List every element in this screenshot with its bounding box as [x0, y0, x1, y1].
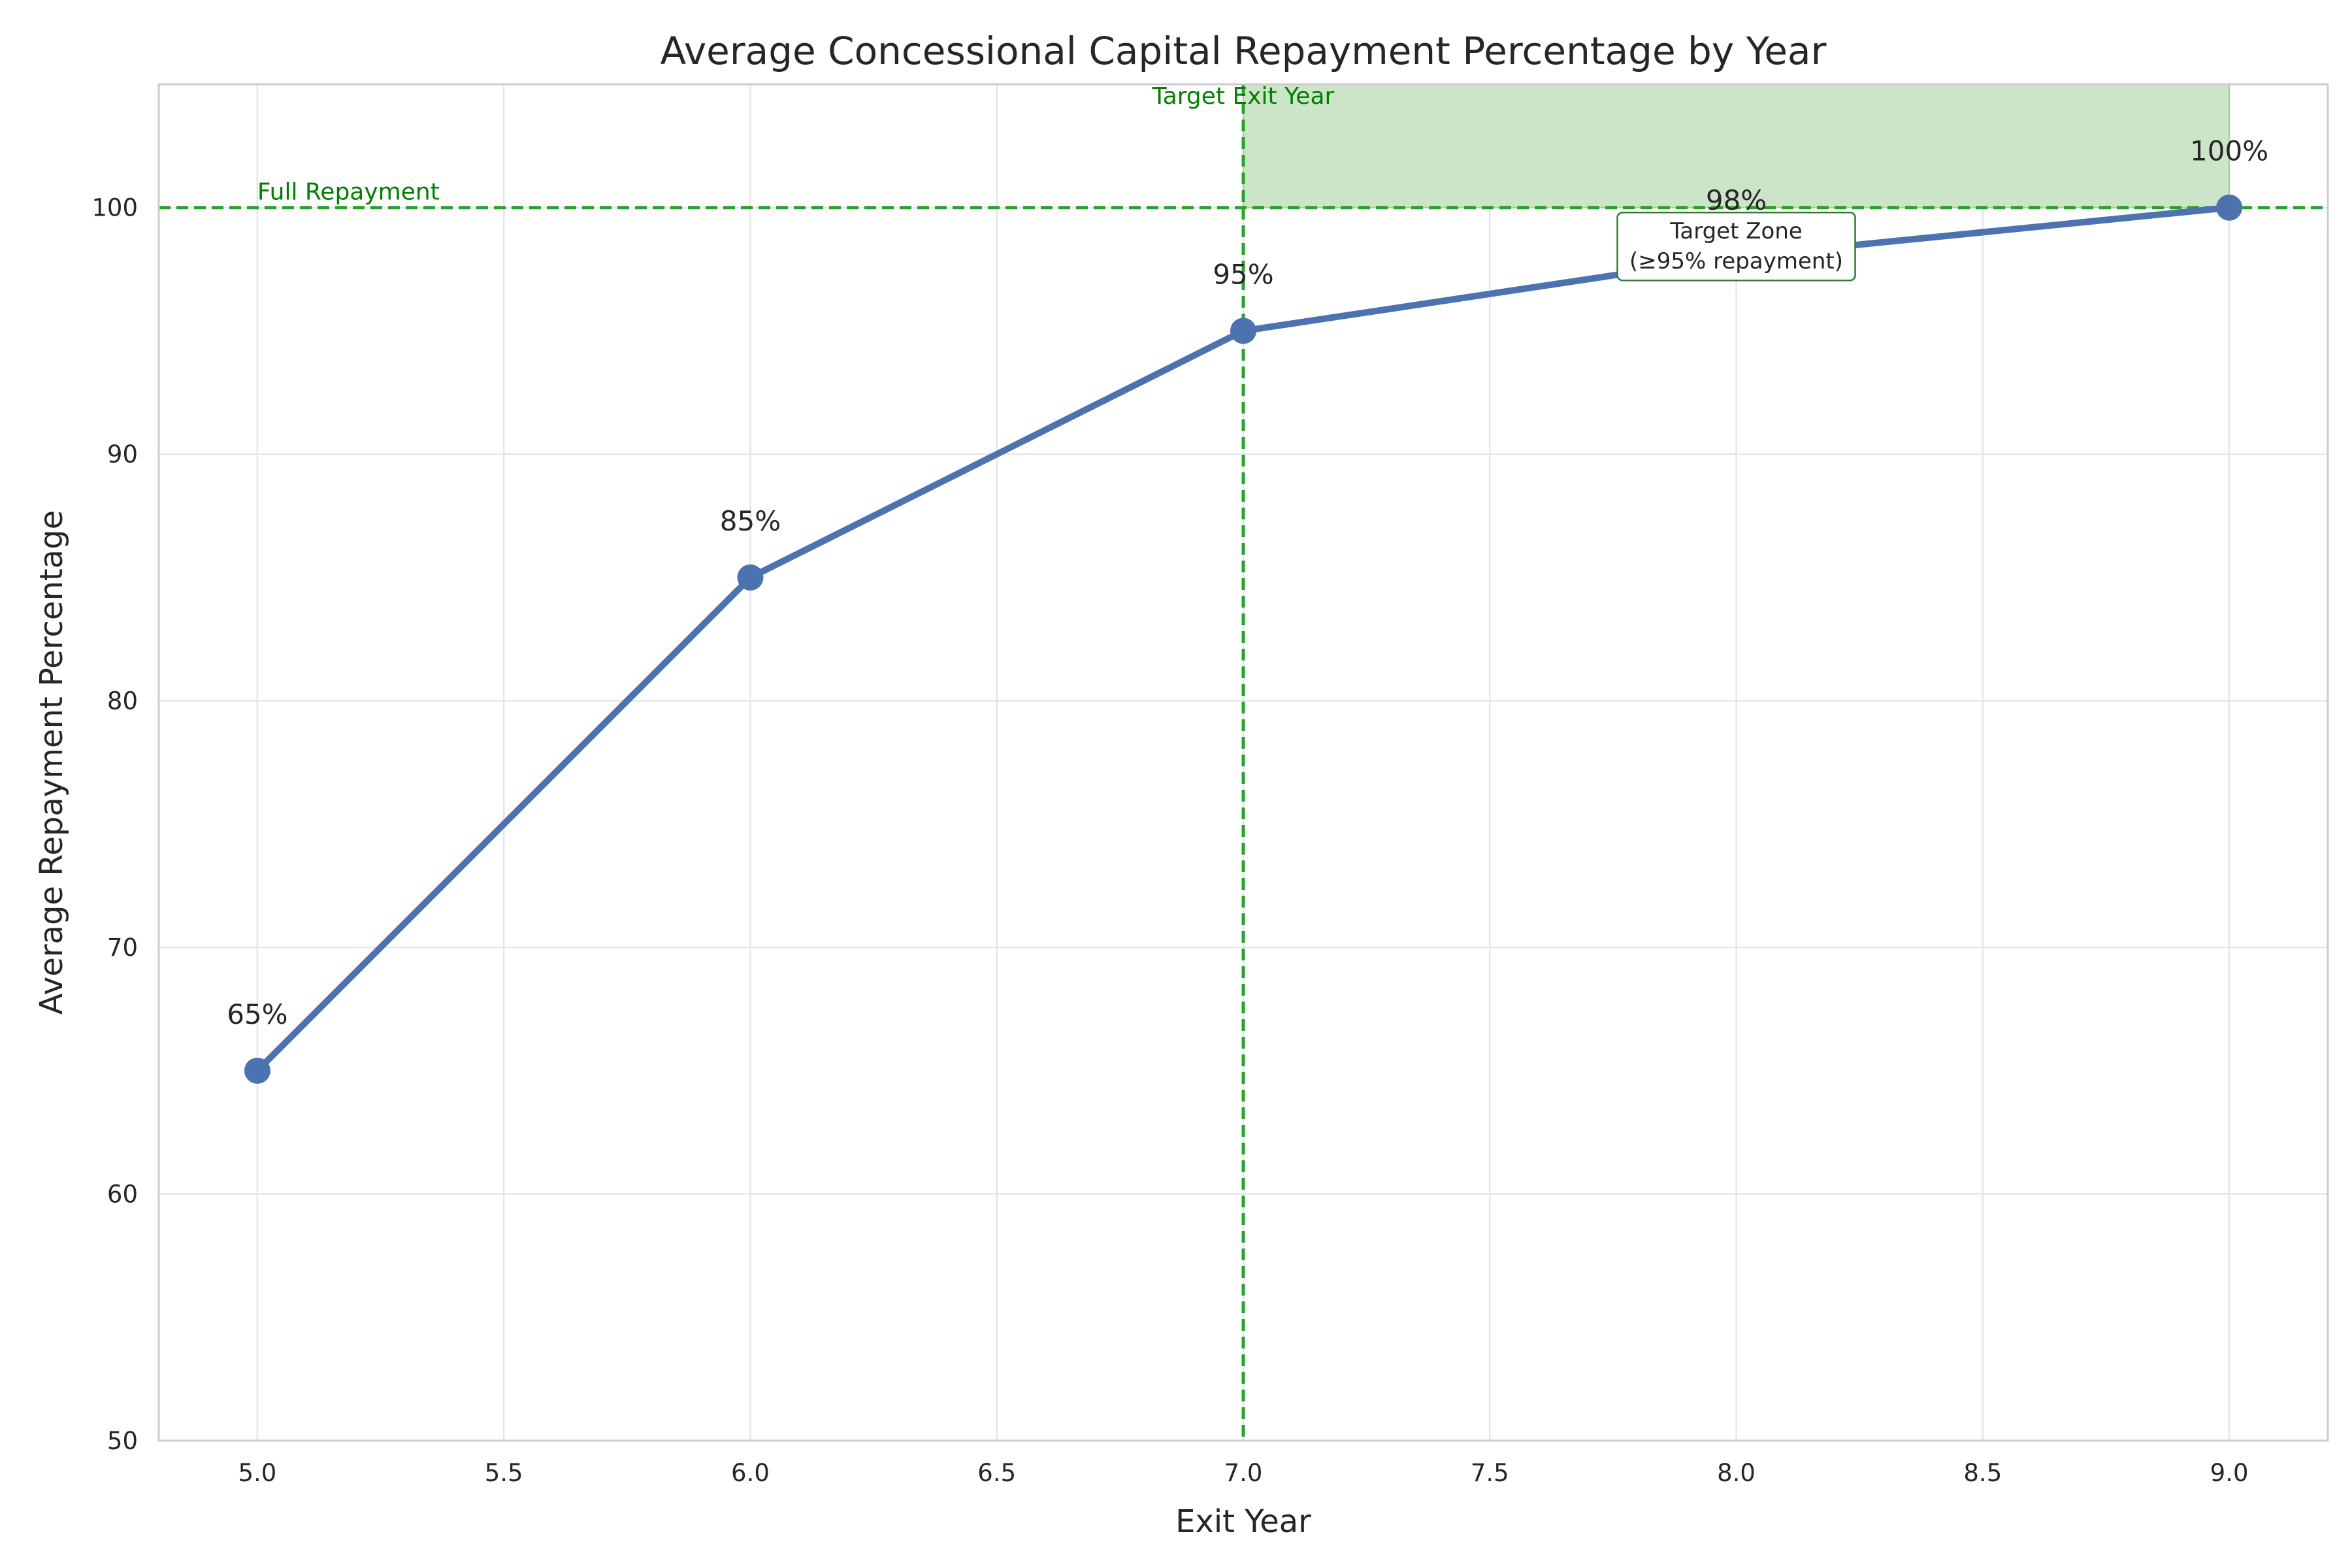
x-tick-label: 8.5	[1963, 1459, 2002, 1487]
data-point	[2216, 194, 2243, 221]
series-line-group: 65% 85% 95% 98% 100%	[227, 135, 2268, 1084]
x-tick-label: 9.0	[2210, 1459, 2249, 1487]
data-point	[737, 564, 764, 591]
x-tick-label: 6.0	[731, 1459, 770, 1487]
x-tick-label: 6.5	[977, 1459, 1016, 1487]
x-tick-label: 5.5	[485, 1459, 523, 1487]
data-label: 65%	[227, 998, 287, 1030]
data-label: 85%	[720, 505, 781, 537]
y-tick-label: 100	[91, 194, 138, 222]
y-tick-label: 90	[107, 440, 138, 468]
y-tick-label: 70	[107, 934, 138, 962]
full-repayment-label: Full Repayment	[257, 179, 440, 206]
x-tick-label: 8.0	[1717, 1459, 1756, 1487]
target-zone-box	[1616, 211, 1856, 282]
data-point	[1230, 318, 1256, 344]
y-tick-label: 50	[107, 1427, 138, 1455]
x-tick-label: 5.0	[238, 1459, 276, 1487]
chart-title: Average Concessional Capital Repayment P…	[661, 29, 1827, 73]
plot-frame	[157, 83, 2329, 1442]
data-label: 98%	[1706, 184, 1767, 216]
target-zone-label-line1: Target Zone	[1669, 218, 1803, 244]
data-label: 100%	[2190, 135, 2268, 167]
data-point	[244, 1057, 270, 1084]
y-axis-label: Average Repayment Percentage	[33, 510, 70, 1015]
y-tick-label: 60	[107, 1181, 138, 1209]
x-tick-label: 7.5	[1471, 1459, 1509, 1487]
x-axis-label: Exit Year	[1175, 1503, 1311, 1540]
target-zone-shading	[1243, 84, 2230, 208]
ticks: 5.0 5.5 6.0 6.5 7.0 7.5 8.0 8.5 9.0 50 60 70 80 90 100	[91, 194, 2248, 1487]
data-label: 95%	[1213, 258, 1273, 290]
x-tick-label: 7.0	[1224, 1459, 1263, 1487]
y-tick-label: 80	[107, 687, 138, 715]
target-exit-year-label: Target Exit Year	[1152, 83, 1335, 110]
target-zone-label-line2: (≥95% repayment)	[1629, 248, 1843, 274]
